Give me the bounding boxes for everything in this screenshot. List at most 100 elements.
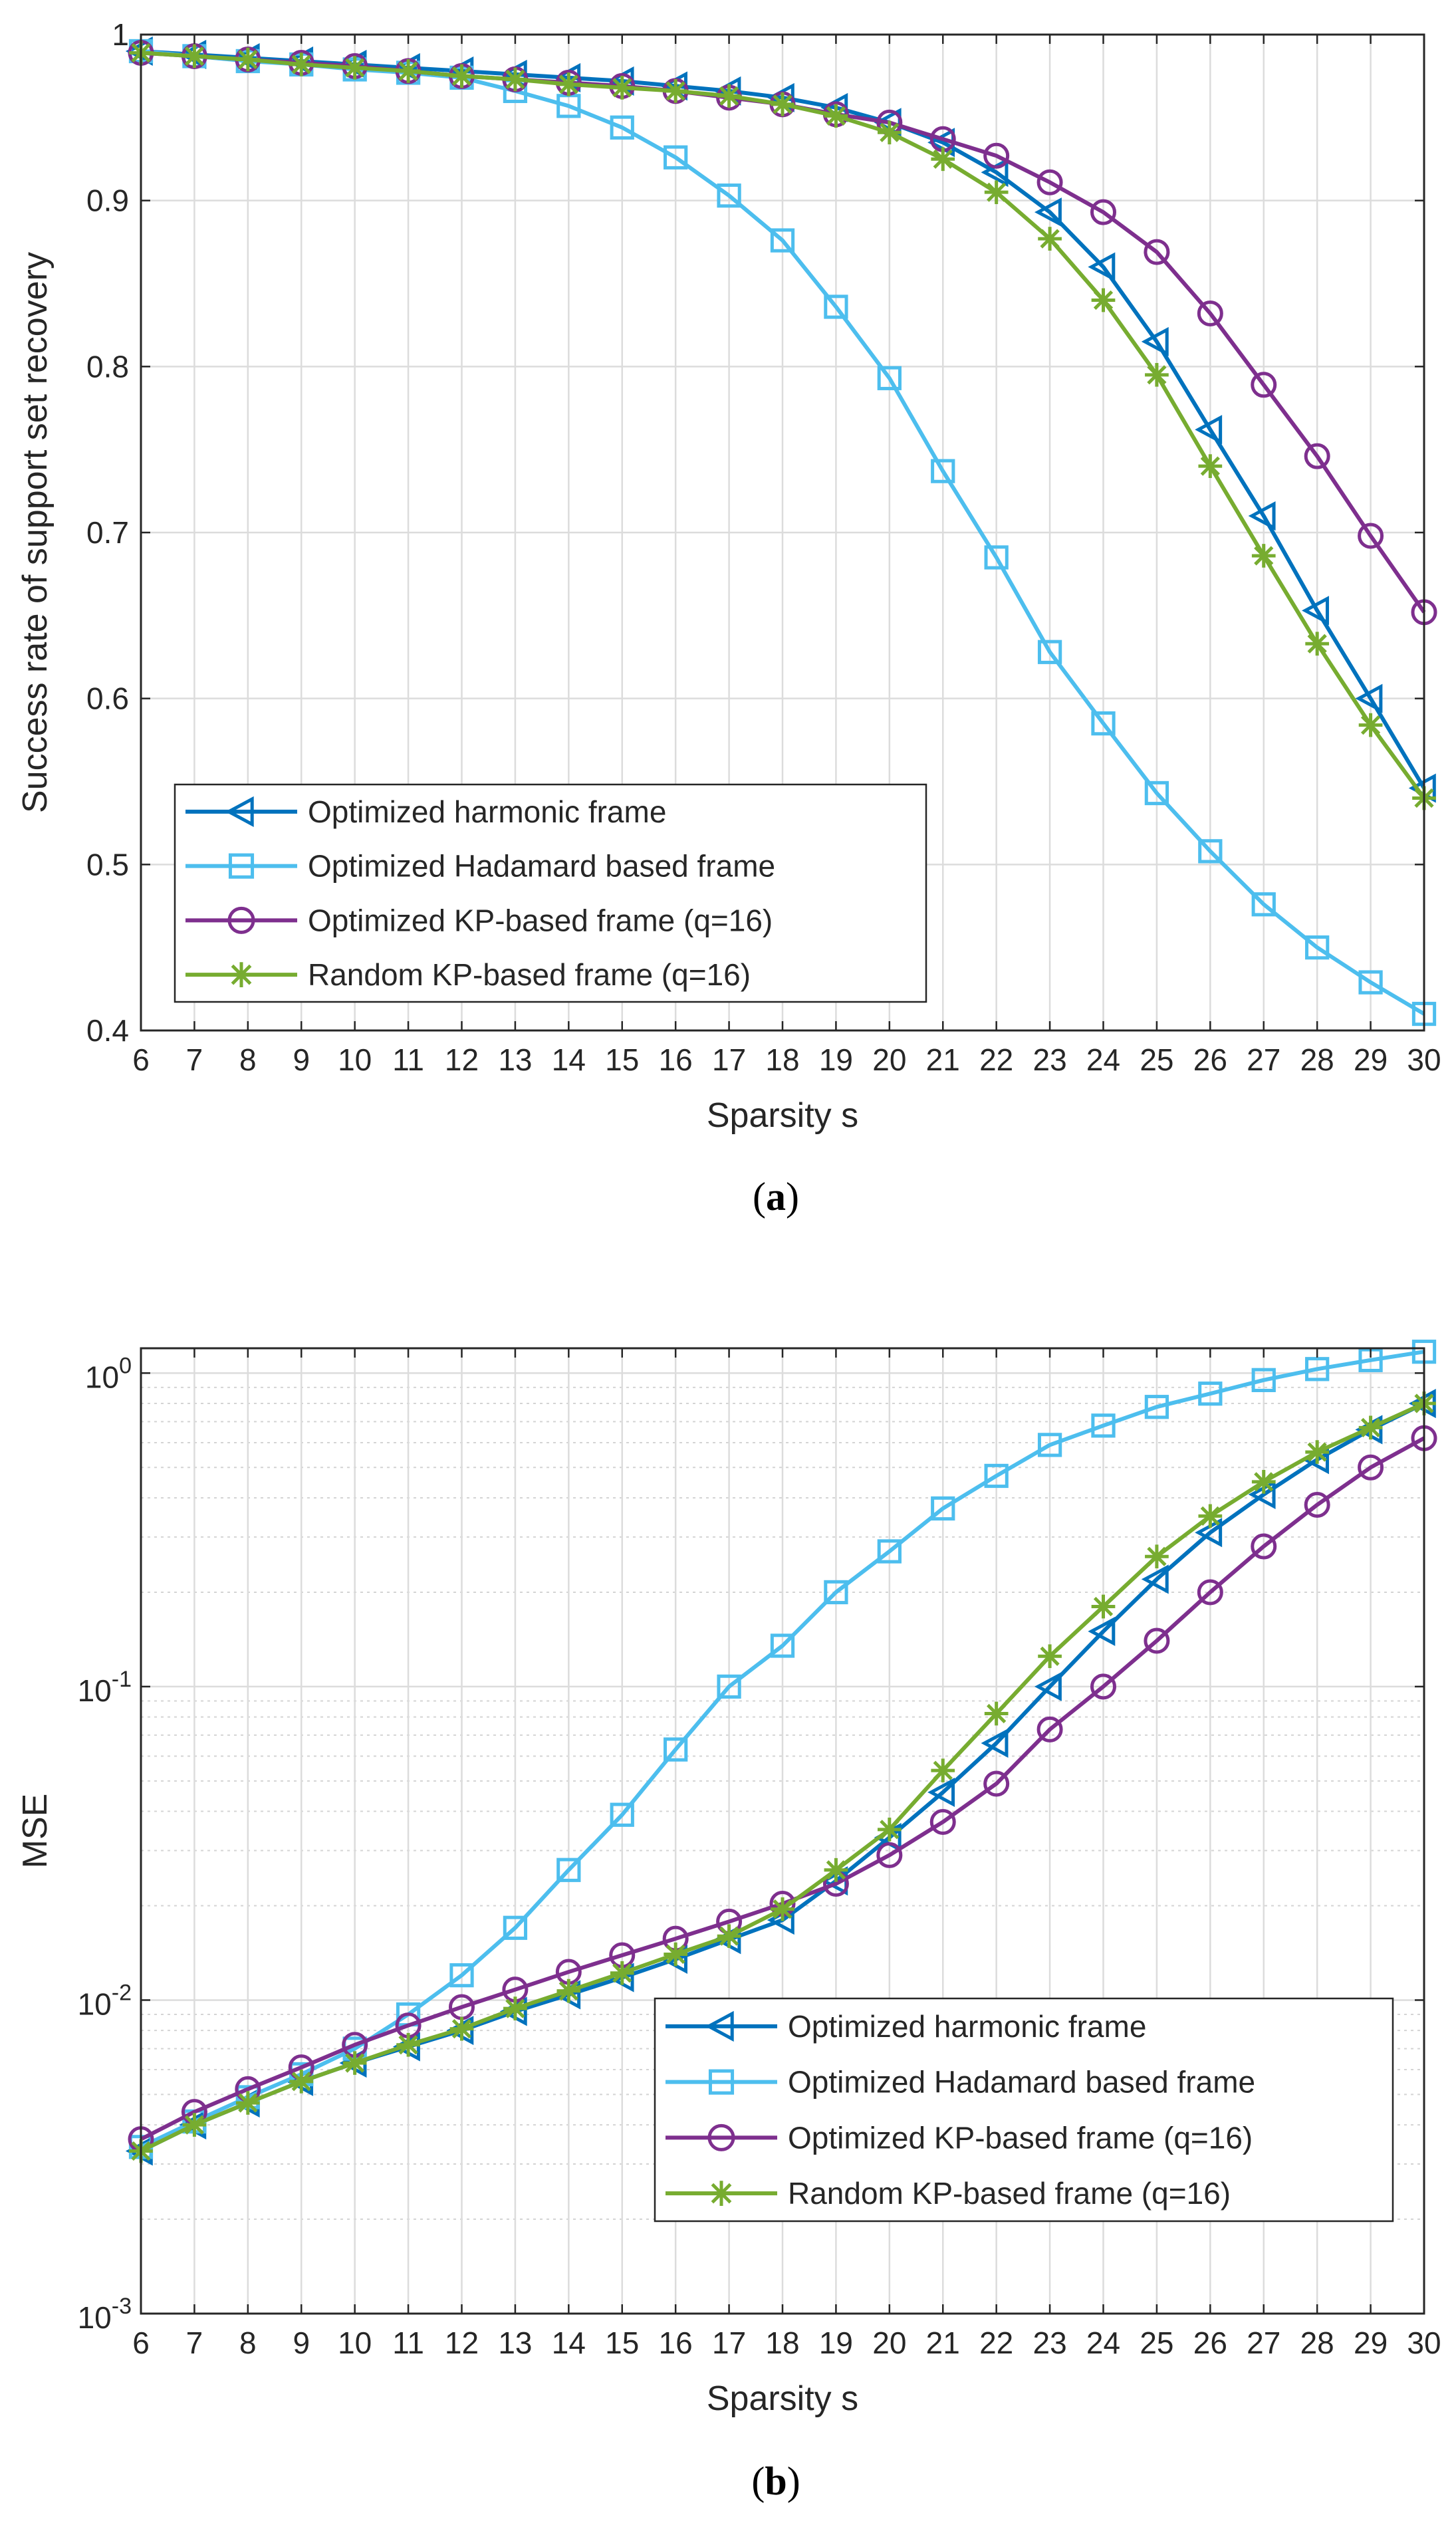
data-point (610, 76, 634, 100)
legend-label: Optimized KP-based frame (q=16) (788, 2120, 1253, 2155)
data-point (342, 2051, 367, 2075)
data-point (984, 180, 1009, 205)
data-point (717, 1924, 741, 1949)
legend-box (654, 1997, 1394, 2223)
data-point (449, 1963, 474, 1988)
data-point (1198, 1382, 1223, 1406)
x-tick-label: 6 (132, 2326, 150, 2360)
data-point (877, 1539, 902, 1564)
data-point (984, 545, 1009, 570)
data-point (556, 1979, 581, 2003)
data-point (1302, 596, 1329, 626)
data-point (1251, 1368, 1276, 1392)
data-point (1358, 713, 1383, 737)
data-point (1197, 300, 1223, 326)
x-tick-label: 29 (1354, 1042, 1388, 1077)
x-tick-label: 23 (1032, 2326, 1066, 2360)
data-point (1358, 1415, 1383, 1440)
data-point (824, 1580, 848, 1605)
data-point (182, 44, 207, 68)
data-point (929, 1809, 956, 1836)
data-point (770, 228, 795, 253)
x-tick-label: 26 (1193, 2326, 1227, 2360)
x-tick-label: 17 (712, 2326, 746, 2360)
data-point (1358, 523, 1384, 549)
series-line (140, 1350, 1425, 2149)
ticks (140, 1348, 1425, 2315)
data-point (1090, 1673, 1116, 1700)
data-point (1304, 443, 1330, 469)
x-tick-label: 24 (1086, 1042, 1120, 1077)
x-tick-label: 7 (186, 1042, 203, 1077)
x-tick-label: 19 (819, 1042, 853, 1077)
x-tick-label: 9 (293, 2326, 310, 2360)
legend: Optimized harmonic frame Optimized Hadama… (654, 1997, 1394, 2223)
x-tick-label: 21 (926, 2326, 960, 2360)
data-point (289, 53, 314, 76)
data-point (877, 366, 902, 390)
x-tick-label: 23 (1032, 1042, 1066, 1077)
x-tick-label: 13 (498, 1042, 532, 1077)
legend-label: Optimized harmonic frame (788, 2009, 1146, 2044)
data-point (1251, 544, 1276, 568)
y-tick-label: 10-3 (78, 2294, 132, 2335)
legend-item: Optimized KP-based frame (q=16) (185, 903, 773, 937)
data-point (1091, 1594, 1116, 1619)
x-tick-label: 9 (293, 1042, 310, 1077)
data-point (770, 1633, 795, 1658)
panel-caption: (b) (751, 2459, 800, 2503)
chart-panel-b: 6 7 8 9 10 11 12 13 14 15 16 17 18 19 20 21 22 23 24 25 26 27… (16, 1340, 1441, 2503)
legend-label: Optimized Hadamard based frame (308, 849, 775, 884)
x-tick-label: 19 (819, 2326, 853, 2360)
y-tick-label: 0.9 (86, 183, 129, 218)
data-point (556, 72, 581, 96)
data-point (235, 47, 260, 72)
x-tick-label: 22 (979, 1042, 1013, 1077)
x-tick-label: 28 (1300, 1042, 1334, 1077)
legend-item: Optimized harmonic frame (666, 2009, 1146, 2044)
x-tick-label: 16 (659, 1042, 693, 1077)
y-tick-label: 0.5 (86, 847, 129, 882)
data-point (717, 84, 741, 108)
legend-marker (705, 2010, 734, 2042)
x-tick-label: 12 (445, 2326, 479, 2360)
y-tick-label: 100 (85, 1353, 132, 1394)
x-tick-label: 15 (605, 2326, 639, 2360)
data-point (1038, 227, 1062, 251)
data-point (927, 1777, 955, 1807)
chart-panel-a: 6 7 8 9 10 11 12 13 14 15 16 17 18 19 20 21 22 23 24 25 26 27… (16, 17, 1441, 1219)
legend: Optimized harmonic frame Optimized Hadama… (174, 783, 927, 1003)
data-point (1144, 1627, 1170, 1654)
data-point (1305, 1440, 1330, 1464)
legend-item: Optimized harmonic frame (185, 794, 666, 829)
x-tick-label: 30 (1407, 1042, 1441, 1077)
data-point (984, 1701, 1009, 1726)
data-point (556, 1858, 581, 1882)
x-tick-label: 25 (1140, 2326, 1173, 2360)
data-point (1144, 1395, 1169, 1419)
y-tick-label: 0.4 (86, 1013, 129, 1048)
series-4 (129, 1391, 1436, 2163)
data-point (664, 145, 688, 170)
data-point (1141, 326, 1169, 356)
x-tick-label: 25 (1140, 1042, 1173, 1077)
legend-label: Optimized harmonic frame (308, 794, 666, 829)
data-point (503, 1996, 527, 2020)
data-point (717, 1674, 741, 1699)
legend-item: Optimized Hadamard based frame (666, 2065, 1255, 2100)
data-point (1198, 839, 1223, 864)
data-point (931, 1758, 955, 1782)
x-tick-label: 22 (979, 2326, 1013, 2360)
data-point (1251, 1533, 1277, 1560)
data-point (664, 1942, 688, 1967)
legend-marker (708, 2069, 735, 2095)
data-point (1304, 1491, 1330, 1518)
data-point (610, 1961, 634, 1985)
data-point (1144, 781, 1169, 806)
x-tick-label: 10 (338, 2326, 372, 2360)
x-tick-label: 10 (338, 1042, 372, 1077)
x-tick-label: 18 (765, 1042, 799, 1077)
x-tick-label: 30 (1407, 2326, 1441, 2360)
data-point (984, 1463, 1009, 1489)
